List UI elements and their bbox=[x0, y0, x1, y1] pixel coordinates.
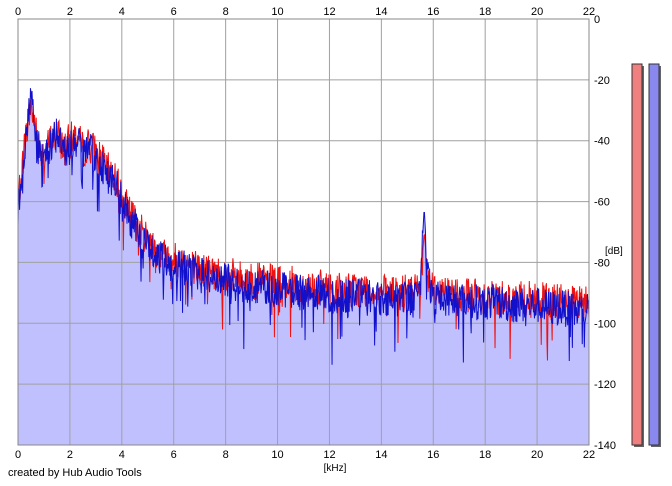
x-axis-label: [kHz] bbox=[324, 463, 347, 474]
x-tick-label-bottom: 10 bbox=[271, 449, 283, 461]
x-tick-label-bottom: 18 bbox=[479, 449, 491, 461]
x-tick-label-bottom: 14 bbox=[375, 449, 387, 461]
x-ticks-top: 0 2 4 6 8 10 12 14 16 18 20 22 bbox=[15, 6, 595, 18]
y-tick-label: -60 bbox=[594, 197, 610, 209]
level-meter-2 bbox=[648, 63, 660, 446]
x-tick-label-bottom: 6 bbox=[171, 449, 177, 461]
x-tick-label-bottom: 2 bbox=[67, 449, 73, 461]
x-tick-label-bottom: 16 bbox=[427, 449, 439, 461]
y-tick-label: -20 bbox=[594, 75, 610, 87]
spectrum-area bbox=[18, 88, 589, 445]
x-tick-label-top: 18 bbox=[479, 6, 491, 18]
series-line-2 bbox=[18, 88, 589, 365]
x-tick-label-bottom: 8 bbox=[223, 449, 229, 461]
level-meter-1 bbox=[631, 63, 643, 446]
y-tick-label: -120 bbox=[594, 379, 616, 391]
y-tick-label: -80 bbox=[594, 257, 610, 269]
y-tick-label: 0 bbox=[594, 14, 600, 26]
x-tick-label-bottom: 4 bbox=[119, 449, 125, 461]
x-tick-label-top: 20 bbox=[531, 6, 543, 18]
plot-frame bbox=[17, 18, 590, 446]
x-tick-label-top: 22 bbox=[583, 6, 595, 18]
x-tick-label-top: 10 bbox=[271, 6, 283, 18]
x-tick-label-top: 8 bbox=[223, 6, 229, 18]
y-tick-label: -40 bbox=[594, 136, 610, 148]
x-tick-label-top: 4 bbox=[119, 6, 125, 18]
credit-text: created by Hub Audio Tools bbox=[8, 467, 142, 479]
x-tick-label-bottom: 20 bbox=[531, 449, 543, 461]
spectrum-fill bbox=[18, 88, 589, 445]
x-tick-label-top: 6 bbox=[171, 6, 177, 18]
x-tick-label-top: 2 bbox=[67, 6, 73, 18]
x-tick-label-top: 16 bbox=[427, 6, 439, 18]
y-tick-label: -140 bbox=[594, 440, 616, 452]
x-tick-label-bottom: 0 bbox=[15, 449, 21, 461]
y-ticks-right: 0 -20 -40 -60 -80 -100 -120 -140 bbox=[594, 14, 616, 452]
x-tick-label-top: 0 bbox=[15, 6, 21, 18]
level-meters bbox=[631, 63, 661, 447]
x-ticks-bottom: 0 2 4 6 8 10 12 14 16 18 20 22 bbox=[15, 449, 595, 461]
x-tick-label-bottom: 12 bbox=[323, 449, 335, 461]
series-lines bbox=[18, 88, 589, 365]
x-tick-label-top: 14 bbox=[375, 6, 387, 18]
x-tick-label-bottom: 22 bbox=[583, 449, 595, 461]
y-tick-label: -100 bbox=[594, 318, 616, 330]
y-axis-label: [dB] bbox=[605, 246, 623, 257]
x-tick-label-top: 12 bbox=[323, 6, 335, 18]
